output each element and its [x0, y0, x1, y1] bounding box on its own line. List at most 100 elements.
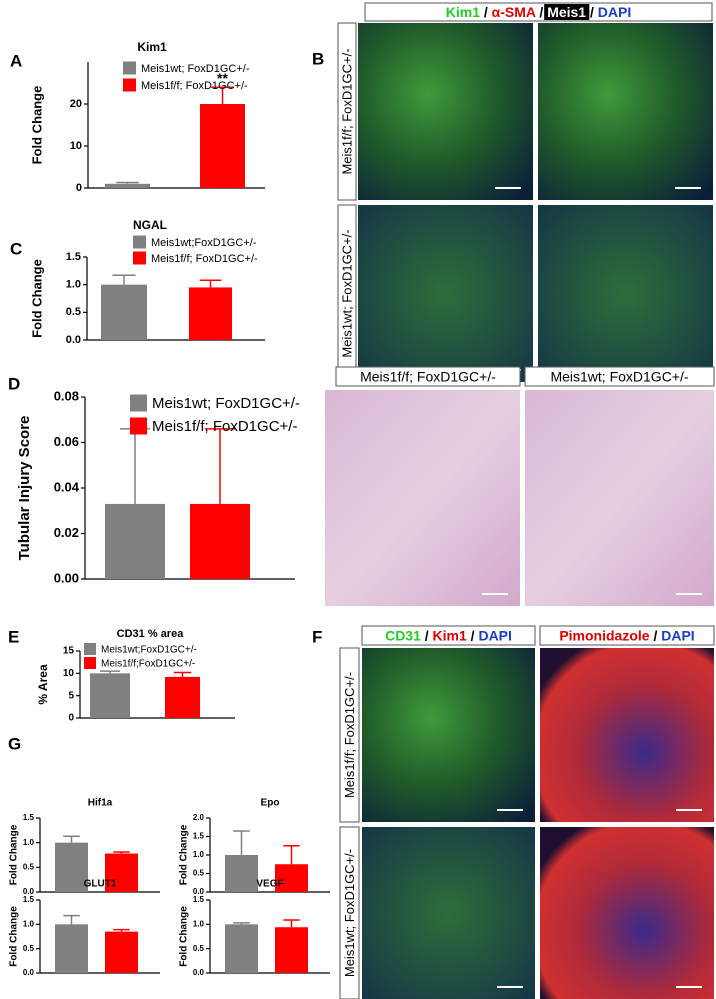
error-bar — [174, 672, 192, 676]
micrograph — [358, 205, 533, 382]
legend-swatch — [84, 657, 96, 669]
header-part: / — [539, 4, 543, 20]
chart-title: GLUT1 — [84, 879, 117, 890]
bar — [105, 184, 150, 188]
chart-title: Hif1a — [88, 798, 113, 809]
header-part: Pimonidazole — [559, 627, 649, 643]
header-part: / — [471, 627, 475, 643]
y-tick-label: 1.0 — [66, 279, 81, 291]
legend-swatch — [123, 62, 136, 75]
legend-swatch — [133, 236, 146, 249]
legend-label: Meis1f/f; FoxD1GC+/- — [151, 253, 258, 265]
micrograph — [538, 23, 713, 200]
header-part: DAPI — [661, 627, 694, 643]
y-tick-label: 1.0 — [23, 838, 35, 847]
bar — [200, 104, 245, 188]
legend-label: Meis1f/f; FoxD1GC+/- — [141, 80, 248, 92]
chart-title: VEGF — [256, 879, 283, 890]
header-part: Meis1wt; FoxD1GC+/- — [550, 368, 688, 384]
header-text: CD31 / Kim1 / DAPI — [385, 627, 512, 643]
y-tick-label: 0.02 — [54, 525, 79, 540]
bar — [90, 673, 130, 718]
legend-swatch — [130, 418, 147, 435]
y-tick-label: 0.08 — [54, 388, 79, 403]
error-bar — [100, 671, 120, 673]
legend-label: Meis1wt;FoxD1GC+/- — [101, 645, 197, 656]
micrograph — [540, 648, 714, 822]
y-axis-label: Tubular Injury Score — [16, 416, 33, 561]
micrograph — [358, 23, 533, 200]
legend-label: Meis1wt; FoxD1GC+/- — [141, 63, 250, 75]
y-tick-label: 1.5 — [23, 813, 35, 822]
y-tick-label: 0.0 — [23, 968, 35, 977]
chart-title: Kim1 — [137, 40, 167, 54]
y-tick-label: 15 — [63, 646, 75, 657]
legend-swatch — [123, 79, 136, 92]
header-text: Kim1 / α-SMA / Meis1 / DAPI — [446, 4, 631, 20]
legend-label: Meis1f/f;FoxD1GC+/- — [101, 659, 195, 670]
header-part: CD31 — [385, 627, 421, 643]
bar — [165, 677, 200, 718]
y-axis-label: Fold Change — [179, 824, 190, 885]
y-tick-label: 0 — [68, 713, 74, 724]
chart-title: NGAL — [133, 218, 167, 232]
micrograph — [525, 390, 714, 606]
panel-label: A — [10, 51, 22, 70]
y-tick-label: 0.0 — [193, 968, 205, 977]
y-tick-label: 1.5 — [193, 832, 205, 841]
y-axis-label: Fold Change — [29, 259, 44, 338]
y-tick-label: 10 — [70, 140, 82, 152]
error-bar — [283, 846, 300, 865]
header-text: Pimonidazole / DAPI — [559, 627, 694, 643]
chart-title: Epo — [261, 798, 280, 809]
error-bar — [205, 429, 235, 504]
header-part: DAPI — [598, 4, 631, 20]
header-part: / — [653, 627, 657, 643]
panel-label: D — [8, 374, 20, 393]
y-axis-label: Fold Change — [9, 824, 20, 885]
legend-label: Meis1wt; FoxD1GC+/- — [152, 395, 300, 412]
row-label: Meis1f/f; FoxD1GC+/- — [339, 48, 354, 174]
micrograph — [362, 827, 535, 999]
y-tick-label: 0.06 — [54, 434, 79, 449]
legend-swatch — [133, 252, 146, 265]
error-bar — [113, 852, 130, 853]
y-tick-label: 0.5 — [23, 862, 35, 871]
header-text: Meis1wt; FoxD1GC+/- — [550, 368, 688, 384]
row-label: Meis1wt; FoxD1GC+/- — [339, 229, 354, 357]
bar — [275, 927, 308, 973]
y-tick-label: 2.0 — [193, 813, 205, 822]
header-text: Meis1f/f; FoxD1GC+/- — [360, 368, 496, 384]
y-tick-label: 10 — [63, 668, 75, 679]
y-tick-label: 0.5 — [193, 944, 205, 953]
y-tick-label: 0.04 — [54, 479, 80, 494]
header-part: DAPI — [478, 627, 511, 643]
bar — [105, 504, 165, 579]
legend-label: Meis1f/f; FoxD1GC+/- — [152, 418, 297, 435]
panel-label: F — [312, 627, 322, 646]
row-label: Meis1wt; FoxD1GC+/- — [342, 849, 357, 977]
bar — [189, 287, 232, 340]
legend-swatch — [130, 395, 147, 412]
bar — [190, 504, 250, 579]
y-axis-label: % Area — [36, 664, 50, 705]
y-tick-label: 5 — [68, 690, 74, 701]
bar — [225, 924, 258, 973]
y-axis-label: Fold Change — [179, 906, 190, 967]
y-tick-label: 1.5 — [23, 895, 35, 904]
error-bar — [63, 916, 80, 925]
y-axis-label: Fold Change — [9, 906, 20, 967]
error-bar — [113, 930, 130, 932]
header-part: Meis1f/f; FoxD1GC+/- — [360, 368, 496, 384]
legend-label: Meis1wt;FoxD1GC+/- — [151, 237, 257, 249]
y-tick-label: 1.0 — [193, 850, 205, 859]
panel-label: C — [10, 239, 22, 258]
header-part: / — [590, 4, 594, 20]
panel-label: E — [8, 627, 19, 646]
row-label: Meis1f/f; FoxD1GC+/- — [342, 672, 357, 798]
header-part: Kim1 — [446, 4, 480, 20]
y-tick-label: 0.5 — [193, 869, 205, 878]
error-bar — [63, 836, 80, 842]
bar — [225, 855, 258, 892]
header-part: α-SMA — [492, 4, 536, 20]
